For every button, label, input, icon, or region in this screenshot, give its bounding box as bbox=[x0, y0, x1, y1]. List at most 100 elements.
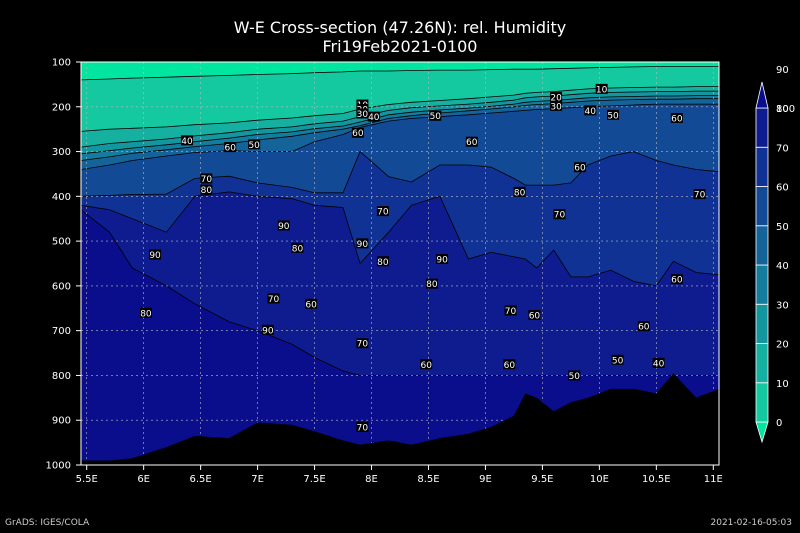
contour-label-bg bbox=[553, 209, 566, 220]
y-tick-label: 800 bbox=[52, 371, 71, 382]
plot-frame bbox=[80, 61, 720, 466]
colorbar-label: 60 bbox=[776, 183, 789, 194]
contour-label-bg bbox=[248, 139, 261, 150]
contour-label: 70 bbox=[693, 189, 706, 201]
x-tick-label: 6E bbox=[137, 474, 150, 485]
y-tick-label: 500 bbox=[52, 237, 71, 248]
contour-label-bg bbox=[528, 309, 541, 320]
colorbar-label: 80 bbox=[776, 104, 789, 115]
contour-label-bg bbox=[607, 109, 620, 120]
contour-label: 40 bbox=[652, 357, 665, 369]
contour-label-text: 50 bbox=[612, 356, 624, 366]
contour-label: 90 bbox=[277, 220, 290, 232]
colorbar-label: 100 bbox=[776, 104, 795, 115]
contour-label-bg bbox=[180, 135, 193, 146]
contour-label-bg bbox=[584, 105, 597, 116]
x-tick-label: 6.5E bbox=[190, 474, 212, 485]
contour-label-text: 40 bbox=[181, 137, 193, 147]
chart-subtitle: Fri19Feb2021-0100 bbox=[322, 37, 478, 56]
contour-label: 80 bbox=[425, 278, 438, 290]
y-tick-label: 200 bbox=[52, 102, 71, 113]
colorbar-segment bbox=[755, 186, 769, 227]
colorbar-segment bbox=[755, 225, 769, 266]
colorbar-segment bbox=[755, 264, 769, 305]
contour-label: 50 bbox=[568, 370, 581, 382]
y-tick-label: 300 bbox=[52, 147, 71, 158]
terrain-mask bbox=[81, 373, 719, 465]
contour-label: 40 bbox=[180, 135, 193, 147]
colorbar-label: 90 bbox=[776, 65, 789, 76]
contour-label-bg bbox=[139, 307, 152, 318]
contour-label: 60 bbox=[574, 162, 587, 174]
contour-label-bg bbox=[376, 256, 389, 267]
contour-label-text: 70 bbox=[377, 208, 389, 218]
y-tick-label: 700 bbox=[52, 326, 71, 337]
contour-label-text: 90 bbox=[357, 240, 369, 250]
colorbar-label: 30 bbox=[776, 300, 789, 311]
grid-lines bbox=[81, 62, 719, 465]
contour-label-text: 70 bbox=[357, 423, 369, 433]
contour-label-bg bbox=[200, 184, 213, 195]
contour-label: 60 bbox=[351, 127, 364, 139]
colorbar-label: 0 bbox=[776, 418, 782, 429]
contour-label: 70 bbox=[356, 421, 369, 433]
contour-label-bg bbox=[356, 338, 369, 349]
chart-title: W-E Cross-section (47.26N): rel. Humidit… bbox=[233, 18, 567, 37]
contour-label-bg bbox=[367, 111, 380, 122]
contour-label-text: 60 bbox=[671, 276, 683, 286]
contour-label-bg bbox=[637, 321, 650, 332]
contour-50 bbox=[81, 98, 719, 161]
x-tick-label: 8E bbox=[365, 474, 378, 485]
contour-label-text: 80 bbox=[514, 188, 526, 198]
contour-label: 50 bbox=[611, 354, 624, 366]
contour-label-bg bbox=[513, 186, 526, 197]
contour-label-bg bbox=[465, 136, 478, 147]
contour-label-bg bbox=[356, 108, 369, 119]
contour-label-text: 50 bbox=[607, 111, 619, 121]
contour-label: 70 bbox=[200, 173, 213, 185]
contour-30 bbox=[81, 90, 719, 148]
x-tick-label: 8.5E bbox=[417, 474, 439, 485]
contour-label: 80 bbox=[291, 242, 304, 254]
contour-label: 90 bbox=[436, 254, 449, 266]
contour-label-bg bbox=[277, 220, 290, 231]
contour-label-bg bbox=[356, 238, 369, 249]
contour-label: 30 bbox=[356, 108, 369, 120]
contour-label-text: 30 bbox=[550, 102, 562, 112]
contour-label-text: 80 bbox=[426, 280, 438, 290]
contour-label-text: 90 bbox=[262, 326, 274, 336]
contour-label: 60 bbox=[465, 136, 478, 148]
contour-label-text: 60 bbox=[671, 114, 683, 124]
contour-label-text: 70 bbox=[201, 175, 213, 185]
contour-label: 80 bbox=[139, 307, 152, 319]
contour-label: 60 bbox=[305, 298, 318, 310]
contour-label-text: 30 bbox=[357, 110, 369, 120]
contour-label-bg bbox=[595, 83, 608, 94]
contour-label-text: 70 bbox=[694, 191, 706, 201]
contour-label-bg bbox=[224, 142, 237, 153]
contour-label: 70 bbox=[267, 293, 280, 305]
contour-label-text: 60 bbox=[466, 138, 478, 148]
y-tick-label: 1000 bbox=[46, 461, 71, 472]
contour-label-text: 90 bbox=[278, 222, 290, 232]
contour-label-text: 60 bbox=[305, 300, 317, 310]
contour-label-bg bbox=[652, 357, 665, 368]
contour-label-text: 60 bbox=[529, 311, 541, 321]
contour-label-text: 70 bbox=[505, 307, 517, 317]
terrain-shape bbox=[81, 373, 719, 465]
contour-label: 60 bbox=[670, 112, 683, 124]
contour-20 bbox=[81, 86, 719, 132]
contour-label: 90 bbox=[356, 238, 369, 250]
band-90 bbox=[81, 209, 719, 465]
x-tick-label: 10E bbox=[590, 474, 609, 485]
contour-label: 80 bbox=[200, 184, 213, 196]
contour-label-bg bbox=[429, 110, 442, 121]
x-tick-label: 10.5E bbox=[642, 474, 671, 485]
contour-label-text: 40 bbox=[653, 359, 665, 369]
colorbar-label: 20 bbox=[776, 340, 789, 351]
contour-label: 50 bbox=[248, 139, 261, 151]
y-tick-label: 100 bbox=[52, 58, 71, 69]
contour-label-bg bbox=[291, 242, 304, 253]
contour-label: 30 bbox=[550, 100, 563, 112]
contour-label-text: 60 bbox=[420, 361, 432, 371]
